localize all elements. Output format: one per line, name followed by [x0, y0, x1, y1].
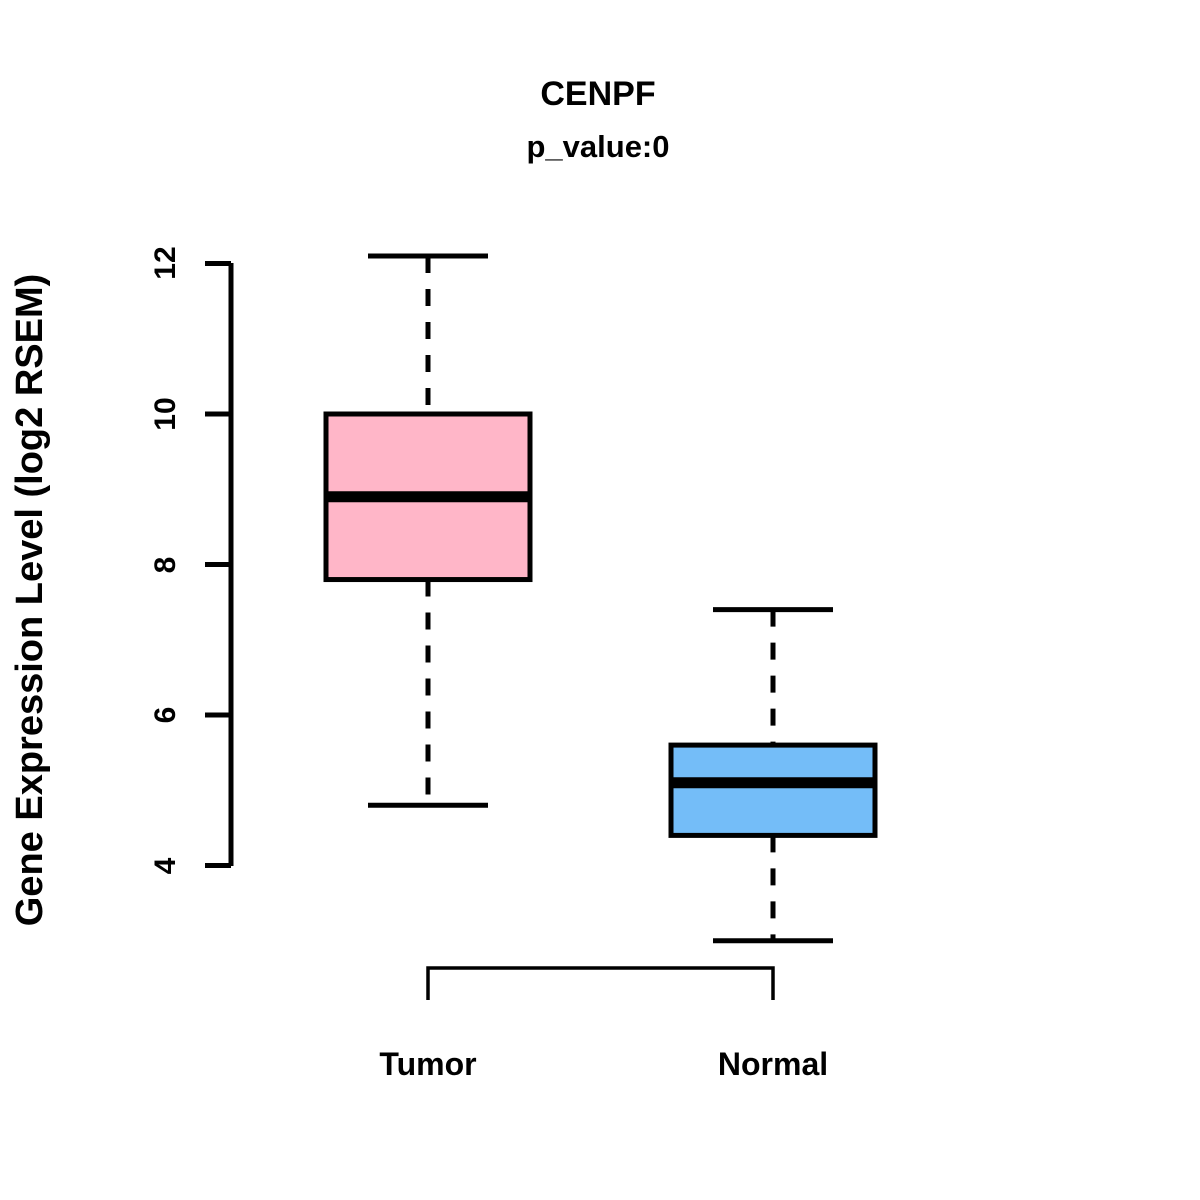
- chart-subtitle: p_value:0: [526, 129, 669, 164]
- y-tick-label-10: 10: [149, 397, 182, 430]
- y-axis-title: Gene Expression Level (log2 RSEM): [9, 274, 51, 927]
- y-tick-label-6: 6: [149, 707, 182, 724]
- y-tick-label-12: 12: [149, 246, 182, 279]
- y-tick-label-4: 4: [149, 857, 182, 874]
- chart-title: CENPF: [540, 75, 655, 113]
- y-tick-label-8: 8: [149, 557, 182, 574]
- box-tumor[interactable]: [323, 253, 533, 808]
- significance-bracket: [426, 966, 775, 1000]
- x-category-label-tumor: Tumor: [379, 1046, 476, 1082]
- box-normal[interactable]: [668, 607, 878, 944]
- x-category-label-normal: Normal: [718, 1046, 828, 1082]
- y-axis: 12 10 8 6 4: [149, 246, 234, 874]
- box-body-normal: [668, 742, 878, 838]
